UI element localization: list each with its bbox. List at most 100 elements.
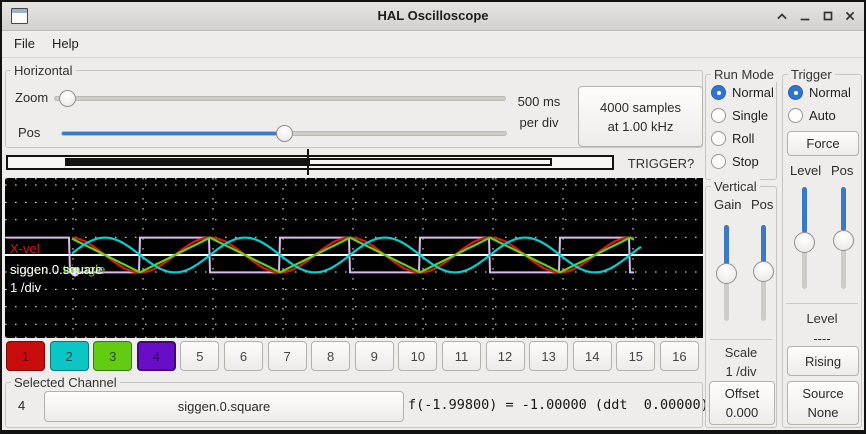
window-icon	[11, 8, 28, 24]
trigger-level-slider-fill	[802, 187, 807, 233]
vertical-frame-label: Vertical	[711, 179, 760, 194]
gain-slider-handle[interactable]	[716, 263, 737, 284]
offset-label: Offset	[724, 386, 760, 401]
trigger-frame-label: Trigger	[788, 67, 835, 82]
trigger-level-value: ----	[813, 331, 831, 346]
vertical-pos-label: Pos	[751, 197, 774, 212]
radio-label: Auto	[809, 108, 836, 123]
trigger-pos-slider-handle[interactable]	[833, 230, 854, 251]
radio-stop[interactable]: Stop	[706, 150, 776, 173]
channel-button-row: 1 2 3 4 5 6 7 8 9 10 11 12 13 14 15 16	[6, 341, 699, 371]
zoom-slider[interactable]	[54, 90, 506, 107]
run-mode-frame-label: Run Mode	[711, 67, 777, 82]
offset-value: 0.000	[725, 405, 759, 420]
scope-ch1-label: X-vel	[10, 241, 40, 256]
channel-button-4[interactable]: 4	[136, 341, 176, 371]
force-button[interactable]: Force	[787, 131, 859, 156]
vertical-pos-slider-fill	[761, 225, 766, 263]
radio-single[interactable]: Single	[706, 104, 776, 127]
edge-button[interactable]: Rising	[787, 346, 859, 376]
record-position-window	[308, 158, 552, 166]
channel-button-15[interactable]: 15	[616, 341, 656, 371]
trigger-status-label: TRIGGER?	[627, 156, 695, 171]
menu-file[interactable]: File	[14, 36, 35, 51]
pos-slider-fill	[62, 132, 285, 135]
channel-button-9[interactable]: 9	[354, 341, 394, 371]
radio-icon	[711, 108, 726, 123]
pos-slider[interactable]	[61, 125, 507, 142]
time-per-div: 500 ms per div	[504, 91, 574, 133]
radio-icon	[711, 154, 726, 169]
scope-scale-label: 1 /div	[10, 280, 42, 295]
pos-label: Pos	[18, 125, 41, 140]
zoom-label: Zoom	[15, 90, 49, 105]
samples-line1: 4000 samples	[600, 99, 681, 115]
selected-channel-frame: Selected Channel 4 siggen.0.square f(-1.…	[5, 375, 709, 428]
offset-button[interactable]: Offset 0.000	[709, 381, 775, 425]
selected-channel-name-button[interactable]: siggen.0.square	[44, 391, 404, 422]
radio-label: Single	[732, 108, 769, 123]
radio-icon	[788, 85, 803, 100]
zoom-slider-handle[interactable]	[58, 90, 76, 107]
radio-label: Normal	[809, 85, 851, 100]
trace-Y-vel	[71, 236, 642, 274]
channel-button-16[interactable]: 16	[659, 341, 699, 371]
channel-button-14[interactable]: 14	[572, 341, 612, 371]
window-title: HAL Oscilloscope	[377, 8, 489, 23]
vertical-pos-slider-handle[interactable]	[753, 261, 774, 282]
channel-button-11[interactable]: 11	[441, 341, 481, 371]
horizontal-frame-label: Horizontal	[11, 63, 76, 78]
pos-slider-handle[interactable]	[276, 125, 293, 142]
close-icon	[845, 11, 855, 21]
trigger-position-marker	[307, 149, 309, 175]
window-icon-bar	[12, 9, 27, 13]
channel-button-13[interactable]: 13	[529, 341, 569, 371]
channel-button-5[interactable]: 5	[180, 341, 220, 371]
trigger-pos-slider-fill	[841, 187, 846, 231]
time-per-div-unit: per div	[519, 115, 559, 130]
gain-label: Gain	[714, 197, 742, 212]
maximize-button[interactable]	[820, 8, 836, 24]
samples-button[interactable]: 4000 samples at 1.00 kHz	[578, 86, 703, 147]
channel-button-2[interactable]: 2	[49, 341, 89, 371]
vertical-divider	[710, 339, 772, 340]
source-label: Source	[802, 386, 844, 401]
selected-channel-name: siggen.0.square	[177, 399, 271, 414]
channel-button-12[interactable]: 12	[485, 341, 525, 371]
trigger-divider	[786, 303, 858, 304]
radio-icon	[711, 131, 726, 146]
edge-button-label: Rising	[804, 353, 842, 369]
radio-normal[interactable]: Normal	[706, 81, 776, 104]
source-button[interactable]: Source None	[787, 381, 859, 425]
shade-button[interactable]	[774, 8, 790, 24]
menu-help[interactable]: Help	[52, 36, 79, 51]
scope-display: X-vel siggen.0.triangle siggen.0.square …	[5, 178, 703, 338]
radio-normal[interactable]: Normal	[783, 81, 861, 104]
channel-button-1[interactable]: 1	[6, 341, 45, 371]
radio-label: Normal	[732, 85, 774, 100]
channel-button-7[interactable]: 7	[267, 341, 307, 371]
scale-caption: Scale	[724, 345, 758, 360]
channel-button-3[interactable]: 3	[93, 341, 133, 371]
close-button[interactable]	[842, 8, 858, 24]
trigger-options: Normal Auto	[783, 81, 861, 127]
vertical-frame: Vertical Gain Pos Scale 1 /div Offset 0.…	[705, 179, 777, 428]
radio-auto[interactable]: Auto	[783, 104, 861, 127]
maximize-icon	[823, 11, 833, 21]
run-mode-frame: Run Mode Normal Single Roll Stop	[705, 67, 777, 180]
trace-X-vel	[71, 236, 635, 274]
force-button-label: Force	[806, 136, 840, 151]
radio-roll[interactable]: Roll	[706, 127, 776, 150]
chevron-up-icon	[777, 13, 787, 20]
channel-button-6[interactable]: 6	[223, 341, 263, 371]
minimize-button[interactable]	[797, 8, 813, 24]
titlebar: HAL Oscilloscope	[2, 2, 864, 31]
trigger-frame: Trigger Normal Auto Force Level Pos Level…	[782, 67, 862, 428]
selected-channel-frame-label: Selected Channel	[11, 375, 120, 390]
radio-icon	[788, 108, 803, 123]
trigger-level-slider-handle[interactable]	[794, 232, 815, 253]
radio-icon	[711, 85, 726, 100]
selected-channel-number: 4	[18, 398, 26, 413]
channel-button-10[interactable]: 10	[398, 341, 438, 371]
channel-button-8[interactable]: 8	[311, 341, 351, 371]
